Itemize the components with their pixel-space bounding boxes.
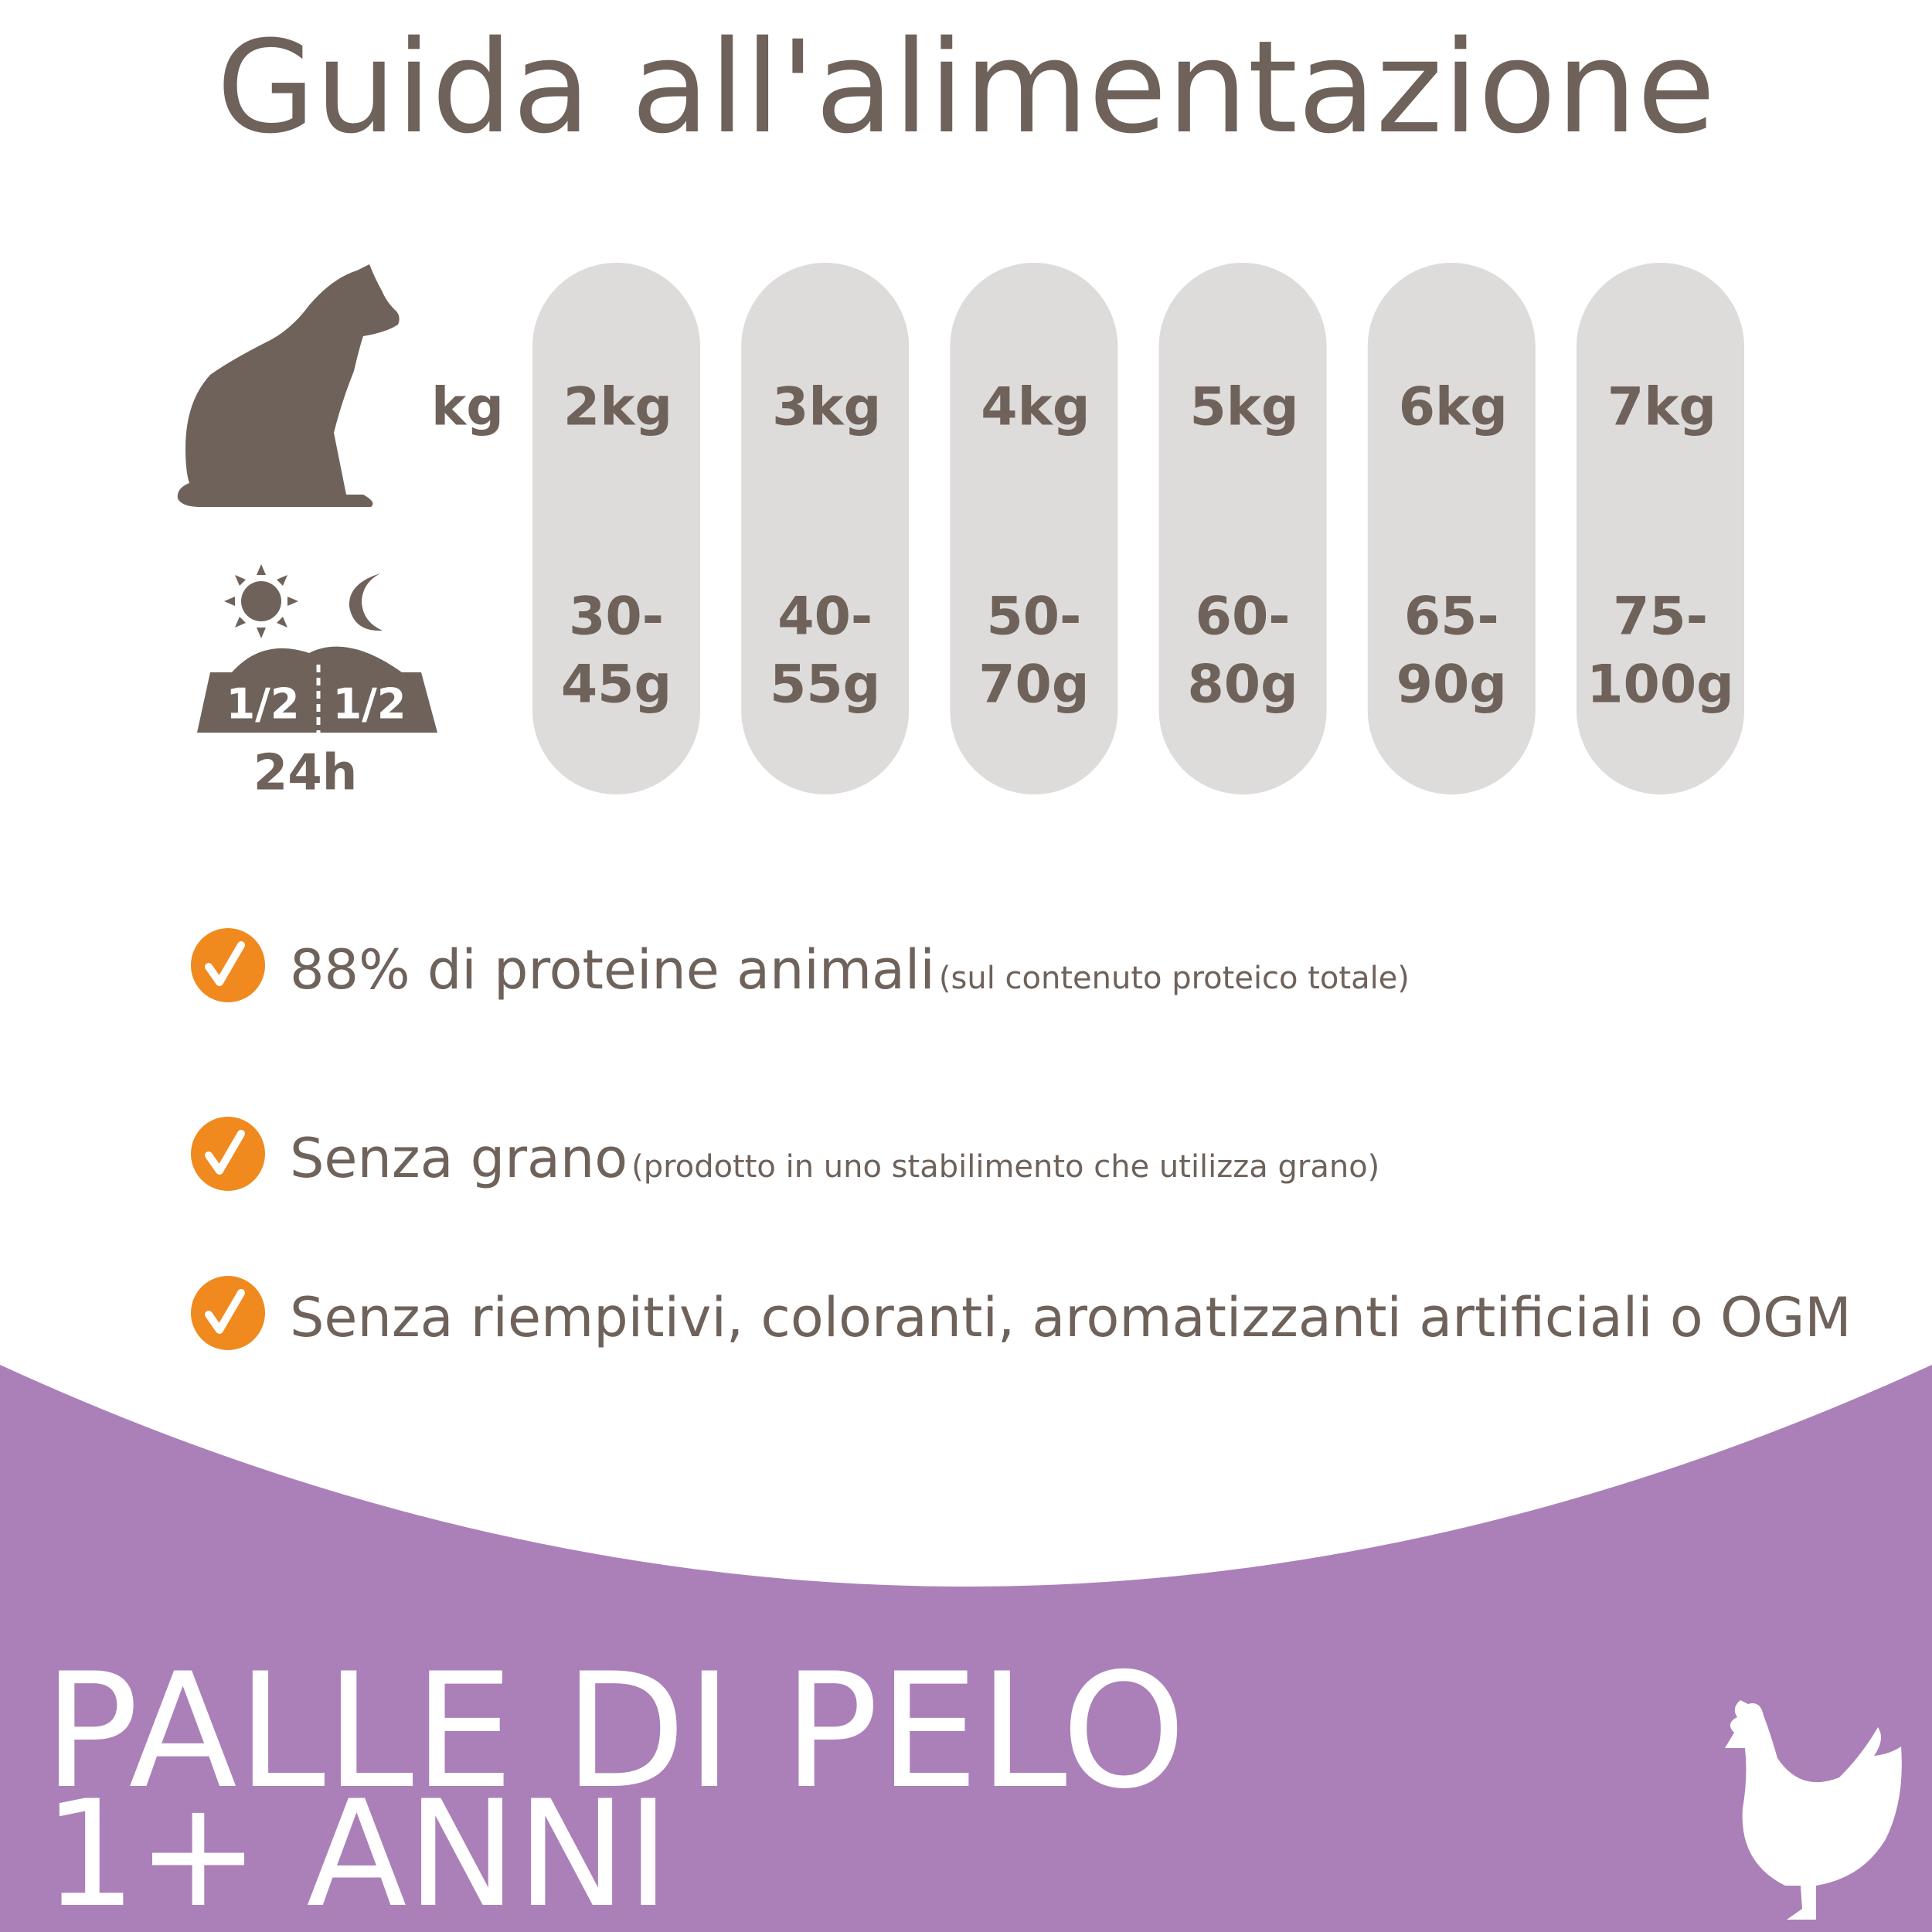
feature-text: Senza riempitivi, coloranti, aromatizzan… — [290, 1286, 1852, 1349]
weight-pill — [741, 263, 910, 794]
weight-pill — [1367, 263, 1536, 794]
footer-subtitle: 1+ ANNI — [43, 1769, 670, 1932]
check-mark — [205, 1130, 245, 1175]
feature-main: 88% di proteine animali — [290, 938, 935, 1002]
half-label: 1/2 — [333, 680, 406, 729]
weight: 7kg — [1607, 377, 1716, 438]
moon-icon — [349, 573, 383, 631]
bowl-icon — [197, 646, 437, 734]
weight: 2kg — [563, 377, 672, 438]
weight: 6kg — [1399, 377, 1508, 438]
weight-pill — [532, 263, 700, 794]
check-mark — [205, 1289, 245, 1334]
portion: 60- — [1196, 587, 1291, 648]
chicken-icon — [1725, 1700, 1902, 1920]
portion: 40- — [777, 587, 872, 648]
portion: 45g — [561, 655, 672, 716]
portion: 70g — [978, 655, 1089, 716]
feature-note: (prodotto in uno stabilimento che utiliz… — [631, 1149, 1379, 1185]
portion: 75- — [1613, 587, 1708, 648]
feature-list: 88% di proteine animali (sul contenuto p… — [188, 925, 1852, 1353]
portion: 30- — [569, 587, 664, 648]
footer-band — [0, 1365, 1932, 1932]
feature-text: Senza grano (prodotto in uno stabiliment… — [290, 1127, 1379, 1190]
portion: 100g — [1587, 655, 1734, 716]
footer-title: PALLE DI PELO — [43, 1640, 1186, 1824]
period-label: 24h — [253, 745, 358, 802]
feature-main: Senza riempitivi, coloranti, aromatizzan… — [290, 1286, 1852, 1349]
check-mark — [205, 941, 245, 986]
portion: 90g — [1396, 655, 1507, 716]
weight-pill — [1577, 263, 1744, 794]
portion: 80g — [1187, 655, 1298, 716]
feature-note: (sul contenuto proteico totale) — [939, 961, 1410, 996]
feature-main: Senza grano — [290, 1127, 628, 1190]
weight: 3kg — [772, 377, 881, 438]
sun-icon — [224, 564, 298, 638]
weight: 5kg — [1189, 377, 1298, 438]
portion: 65- — [1404, 587, 1499, 648]
portion: 55g — [770, 655, 880, 716]
weight-label: kg — [431, 377, 504, 438]
feeding-table: 2kg 30- 45g 3kg 40- 55g 4kg 50- 70g 5kg 60- 80g 6kg 6… — [532, 263, 1744, 794]
feature-text: 88% di proteine animali (sul contenuto p… — [290, 938, 1410, 1002]
half-label: 1/2 — [226, 680, 300, 729]
title: Guida all'alimentazione — [216, 13, 1716, 162]
weight: 4kg — [981, 377, 1090, 438]
portion: 50- — [986, 587, 1081, 648]
weight-pill — [950, 263, 1118, 794]
cat-icon — [177, 264, 400, 507]
weight-pill — [1158, 263, 1327, 794]
